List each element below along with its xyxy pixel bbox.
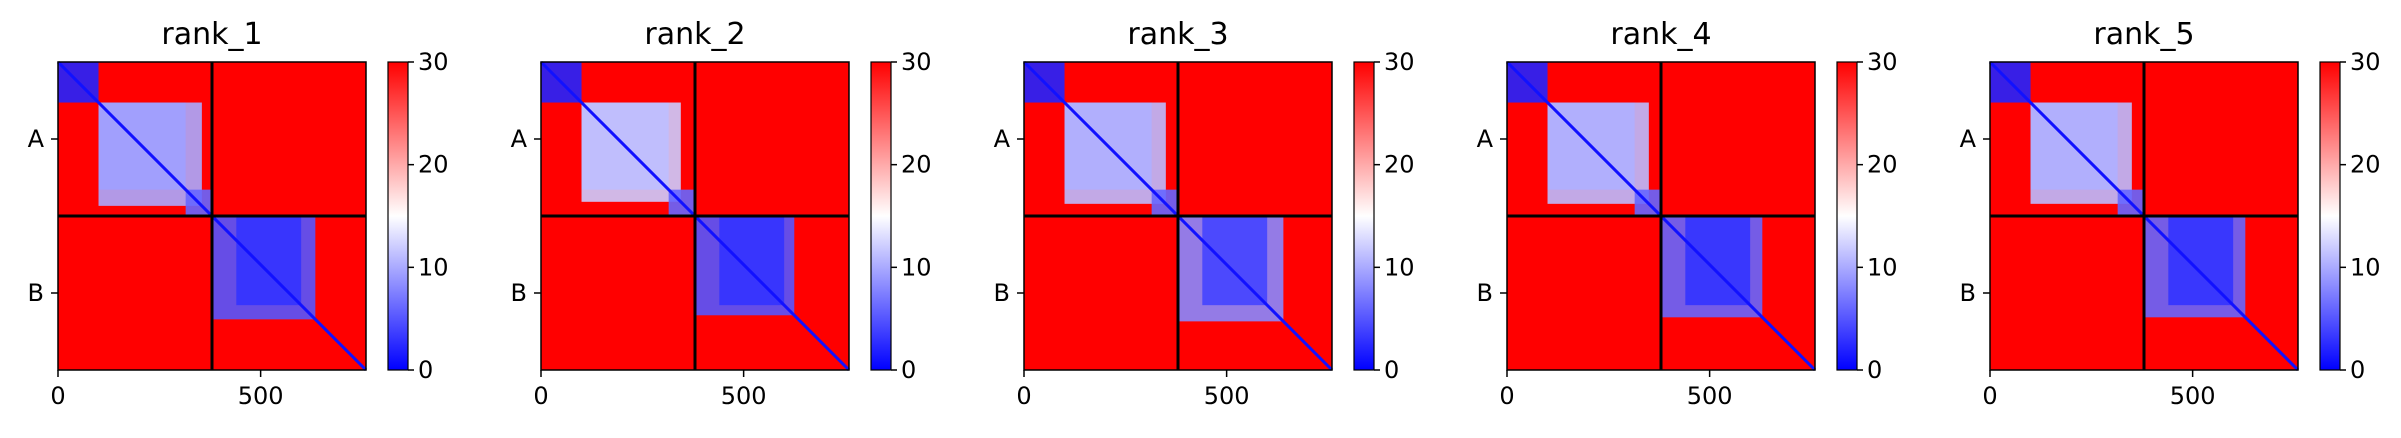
- colorbar-tick-label: 30: [901, 48, 932, 76]
- panel-rank_3: rank_3 A B 0 500 0 10 20 30: [994, 17, 1415, 410]
- colorbar: [387, 61, 409, 371]
- heatmap-block-5: [719, 216, 785, 306]
- colorbar-tick-label: 20: [418, 151, 449, 179]
- x-tick-label: 500: [721, 382, 767, 410]
- panel-title: rank_2: [644, 17, 745, 52]
- heatmap-frame: [1989, 61, 2299, 371]
- panel-title: rank_1: [161, 17, 262, 52]
- panel-rank_2: rank_2 A B 0 500 0 10 20 30: [511, 17, 932, 410]
- colorbar: [2319, 61, 2341, 371]
- colorbar-tick-label: 20: [2350, 151, 2381, 179]
- heatmap-block-5: [2168, 216, 2234, 306]
- colorbar-tick-label: 0: [1384, 356, 1399, 384]
- heatmap-block-5: [1202, 216, 1268, 306]
- chain-label: A: [28, 125, 45, 153]
- colorbar: [1836, 61, 1858, 371]
- colorbar-tick-label: 10: [901, 253, 932, 281]
- colorbar-tick-label: 0: [1867, 356, 1882, 384]
- chain-label: B: [994, 279, 1010, 307]
- colorbar-tick-label: 10: [2350, 253, 2381, 281]
- colorbar: [1353, 61, 1375, 371]
- panel-rank_1: rank_1 A B 0 500 0 10 20 30: [28, 17, 449, 410]
- colorbar-tick-label: 0: [2350, 356, 2365, 384]
- x-tick-label: 0: [1982, 382, 1997, 410]
- heatmap-block-5: [236, 216, 302, 306]
- x-tick-label: 500: [1687, 382, 1733, 410]
- x-tick-label: 0: [533, 382, 548, 410]
- panel-rank_4: rank_4 A B 0 500 0 10 20 30: [1477, 17, 1898, 410]
- chain-label: B: [1477, 279, 1493, 307]
- heatmap-frame: [540, 61, 850, 371]
- chain-label: B: [28, 279, 44, 307]
- x-tick-label: 500: [1204, 382, 1250, 410]
- colorbar-tick-label: 0: [418, 356, 433, 384]
- x-tick-label: 0: [1016, 382, 1031, 410]
- colorbar-tick-label: 30: [2350, 48, 2381, 76]
- chain-label: B: [511, 279, 527, 307]
- chain-label: B: [1960, 279, 1976, 307]
- panel-title: rank_4: [1610, 17, 1711, 52]
- panel-title: rank_5: [2093, 17, 2194, 52]
- chain-label: A: [994, 125, 1011, 153]
- colorbar-tick-label: 30: [1867, 48, 1898, 76]
- colorbar-tick-label: 20: [901, 151, 932, 179]
- heatmap-frame: [57, 61, 367, 371]
- panel-rank_5: rank_5 A B 0 500 0 10 20 30: [1960, 17, 2381, 410]
- colorbar-tick-label: 10: [418, 253, 449, 281]
- colorbar-tick-label: 20: [1384, 151, 1415, 179]
- heatmap-block-5: [1685, 216, 1751, 306]
- colorbar-tick-label: 20: [1867, 151, 1898, 179]
- colorbar-tick-label: 0: [901, 356, 916, 384]
- colorbar-tick-label: 10: [1384, 253, 1415, 281]
- x-tick-label: 500: [238, 382, 284, 410]
- heatmap-frame: [1506, 61, 1816, 371]
- chain-label: A: [511, 125, 528, 153]
- panel-title: rank_3: [1127, 17, 1228, 52]
- colorbar-tick-label: 30: [418, 48, 449, 76]
- chain-label: A: [1960, 125, 1977, 153]
- colorbar-tick-label: 30: [1384, 48, 1415, 76]
- x-tick-label: 0: [50, 382, 65, 410]
- x-tick-label: 500: [2170, 382, 2216, 410]
- x-tick-label: 0: [1499, 382, 1514, 410]
- heatmap-frame: [1023, 61, 1333, 371]
- colorbar-tick-label: 10: [1867, 253, 1898, 281]
- colorbar: [870, 61, 892, 371]
- chain-label: A: [1477, 125, 1494, 153]
